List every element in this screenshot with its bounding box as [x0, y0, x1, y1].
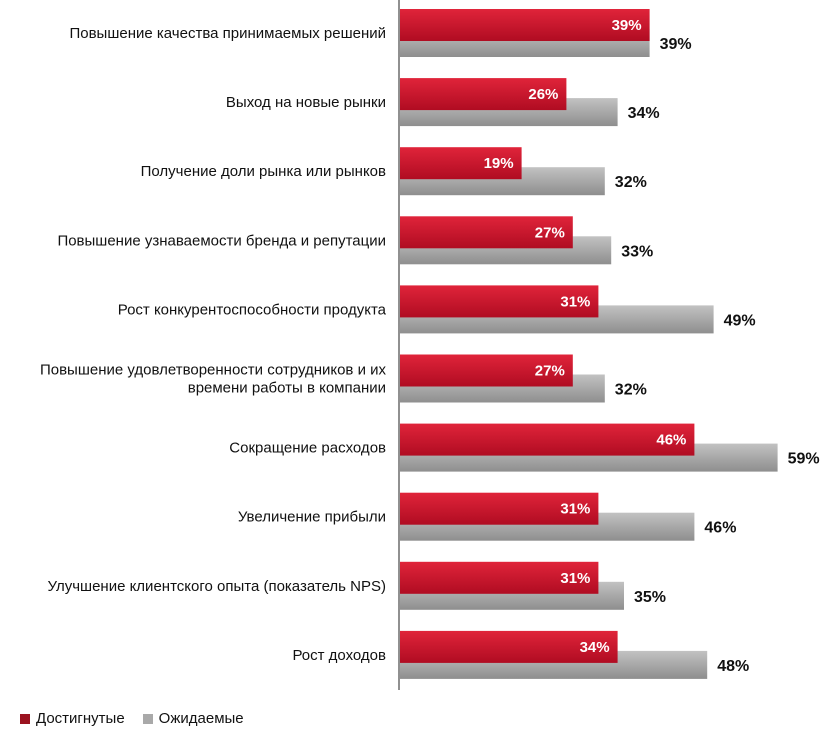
data-label-achieved: 27% — [535, 363, 565, 380]
category-label: Увеличение прибыли — [238, 509, 386, 526]
legend-swatch-achieved — [20, 713, 30, 724]
data-label-achieved: 31% — [560, 501, 590, 518]
bar-achieved — [400, 561, 599, 594]
bar-achieved — [400, 285, 599, 318]
data-label-achieved: 31% — [560, 570, 590, 587]
data-label-expected: 48% — [717, 658, 749, 675]
legend-label-expected: Ожидаемые — [158, 710, 244, 727]
data-label-expected: 33% — [621, 243, 653, 260]
data-label-achieved: 39% — [612, 17, 642, 34]
legend-label-achieved: Достигнутые — [36, 710, 125, 727]
data-label-expected: 46% — [704, 520, 736, 537]
data-label-expected: 34% — [628, 105, 660, 122]
category-label: Получение доли рынка или рынков — [141, 163, 386, 180]
data-label-achieved: 46% — [656, 432, 686, 449]
bar-achieved — [400, 492, 599, 525]
bar-achieved — [400, 423, 695, 456]
data-label-expected: 32% — [615, 382, 647, 399]
category-label: Выход на новые рынки — [226, 94, 386, 111]
data-label-expected: 39% — [660, 36, 692, 53]
legend-item-expected: Ожидаемые — [142, 710, 244, 727]
bars-group: 39% 39% Повышение качества принимаемых реш… — [40, 9, 820, 679]
data-label-expected: 32% — [615, 174, 647, 191]
category-label: Улучшение клиентского опыта (показатель … — [47, 578, 386, 595]
bar-achieved — [400, 147, 522, 180]
bar-achieved — [400, 216, 573, 249]
category-label: Сокращение расходов — [229, 440, 386, 457]
legend: Достигнутые Ожидаемые — [20, 710, 244, 727]
bar-achieved — [400, 78, 567, 111]
data-label-achieved: 26% — [528, 86, 558, 103]
data-label-achieved: 27% — [535, 224, 565, 241]
data-label-achieved: 34% — [580, 639, 610, 656]
data-label-expected: 35% — [634, 589, 666, 606]
data-label-expected: 59% — [788, 451, 820, 468]
category-label: Повышение качества принимаемых решений — [69, 25, 386, 42]
legend-item-achieved: Достигнутые — [20, 710, 125, 727]
category-label: Рост конкурентоспособности продукта — [118, 301, 387, 318]
category-label: Повышение узнаваемости бренда и репутаци… — [57, 232, 386, 249]
bar-achieved — [400, 9, 650, 41]
bar-achieved — [400, 354, 573, 387]
data-label-expected: 49% — [724, 312, 756, 329]
category-label: Рост доходов — [292, 647, 386, 664]
data-label-achieved: 31% — [560, 293, 590, 310]
data-label-achieved: 19% — [484, 155, 514, 172]
category-label: Повышение удовлетворенности сотрудников … — [40, 362, 387, 397]
bar-achieved — [400, 630, 618, 663]
legend-swatch-expected — [142, 713, 153, 724]
